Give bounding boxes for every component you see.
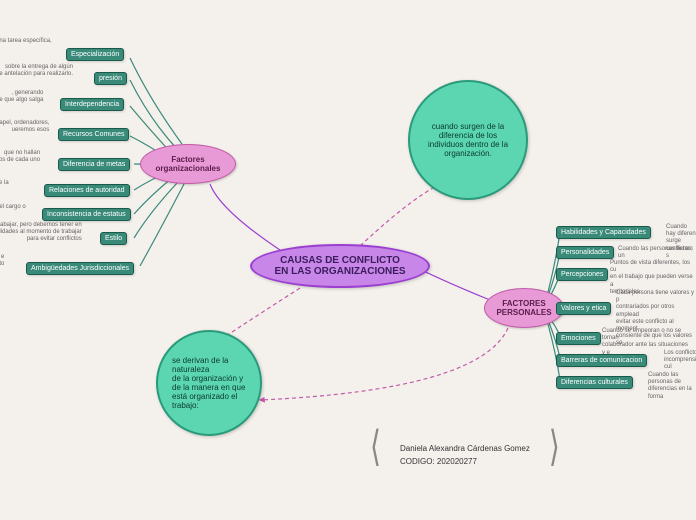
left-tag-4: Diferencia de metas — [58, 158, 130, 171]
pers-factors-node: FACTORES PERSONALES — [484, 288, 564, 328]
left-tag-7: Estilo — [100, 232, 127, 245]
bottom-circle-node: se derivan de la naturaleza de la organi… — [156, 330, 262, 436]
left-tag-6: Inconsistencia de estatus — [42, 208, 131, 221]
right-desc-1: Cuando las personas tienen un — [618, 246, 696, 260]
bottom-circle-text: se derivan de la naturaleza de la organi… — [168, 352, 250, 414]
right-tag-0: Habilidades y Capacidades — [556, 226, 651, 239]
left-desc-5: ve la — [0, 180, 9, 187]
left-desc-2: , generando de que algo salga — [0, 90, 43, 104]
left-desc-6: del cargo o — [0, 204, 26, 211]
org-factors-label: Factores organizacionales — [156, 155, 221, 173]
bracket-right: ⟩ — [549, 422, 560, 473]
right-desc-5: Los conflictos incomprensión cul — [664, 350, 696, 372]
right-desc-6: Cuando las personas de diferencias en la… — [648, 372, 696, 401]
credit-code: CODIGO: 202020277 — [400, 457, 530, 466]
left-desc-7: trabajar, pero debemos tener en alidades… — [0, 222, 82, 244]
left-desc-3: papel, ordenadores, ueremos esos — [0, 120, 49, 134]
right-tag-5: Barreras de comunicacion — [556, 354, 647, 367]
left-desc-0: una tarea específica, — [0, 38, 52, 45]
right-tag-6: Diferencias culturales — [556, 376, 633, 389]
left-tag-0: Especialización — [66, 48, 124, 61]
center-line2: EN LAS ORGANIZACIONES — [274, 266, 405, 277]
center-line1: CAUSAS DE CONFLICTO — [274, 255, 405, 266]
left-tag-5: Relaciones de autoridad — [44, 184, 130, 197]
top-circle-text: cuando surgen de la diferencia de los in… — [420, 122, 516, 158]
left-desc-8: e rito — [0, 254, 4, 268]
right-tag-1: Personalidades — [556, 246, 614, 259]
left-desc-1: sobre la entrega de algún de antelación … — [0, 64, 73, 78]
bracket-left: ⟨ — [370, 422, 381, 473]
right-tag-3: Valores y etica — [556, 302, 611, 315]
credit-box: ⟨ Daniela Alexandra Cárdenas Gomez CODIG… — [370, 438, 560, 472]
left-tag-3: Recursos Comunes — [58, 128, 129, 141]
left-tag-2: Interdependencia — [60, 98, 124, 111]
top-circle-node: cuando surgen de la diferencia de los in… — [408, 80, 528, 200]
center-node: CAUSAS DE CONFLICTO EN LAS ORGANIZACIONE… — [250, 244, 430, 288]
right-tag-2: Percepciones — [556, 268, 608, 281]
credit-name: Daniela Alexandra Cárdenas Gomez — [400, 444, 530, 453]
pers-factors-label: FACTORES PERSONALES — [496, 299, 551, 317]
left-desc-4: que no hallan vos de cada uno — [0, 150, 40, 164]
right-tag-4: Emociones — [556, 332, 601, 345]
left-tag-1: presión — [94, 72, 127, 85]
left-tag-8: Ambigüedades Jurisdiccionales — [26, 262, 134, 275]
org-factors-node: Factores organizacionales — [140, 144, 236, 184]
